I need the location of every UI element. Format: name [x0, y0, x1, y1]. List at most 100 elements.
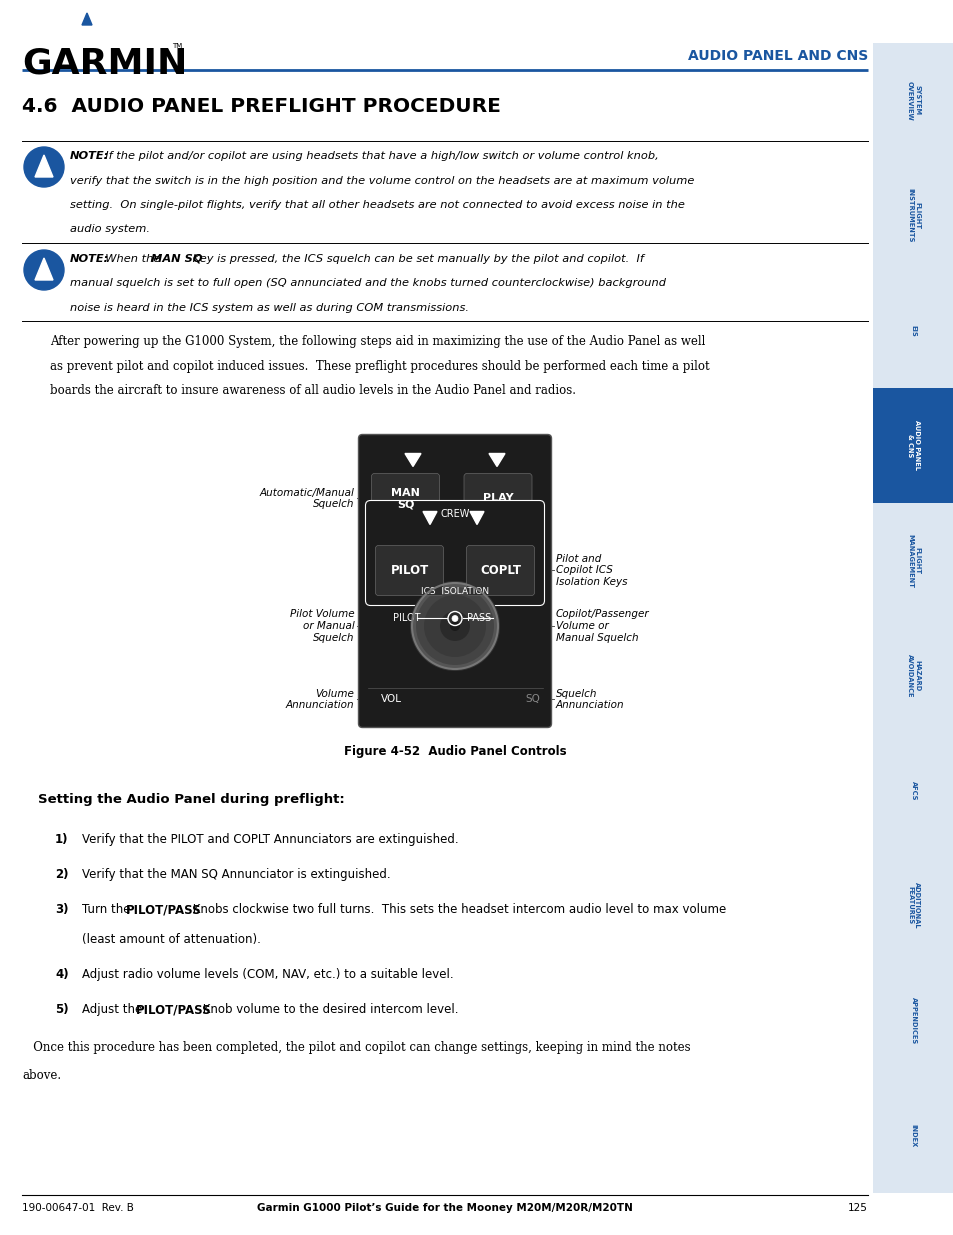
Text: PILOT/PASS: PILOT/PASS: [135, 1004, 212, 1016]
Text: Knobs clockwise two full turns.  This sets the headset intercom audio level to m: Knobs clockwise two full turns. This set…: [189, 904, 725, 916]
FancyBboxPatch shape: [872, 43, 953, 158]
Text: Figure 4-52  Audio Panel Controls: Figure 4-52 Audio Panel Controls: [343, 746, 566, 758]
Text: When the: When the: [98, 254, 164, 264]
Text: Turn the: Turn the: [82, 904, 134, 916]
FancyBboxPatch shape: [872, 273, 953, 388]
Circle shape: [24, 147, 64, 186]
Text: NOTE:: NOTE:: [70, 151, 109, 161]
Circle shape: [450, 621, 459, 631]
Polygon shape: [470, 511, 483, 525]
Text: PILOT/PASS: PILOT/PASS: [126, 904, 201, 916]
Text: Verify that the PILOT and COPLT Annunciators are extinguished.: Verify that the PILOT and COPLT Annuncia…: [82, 834, 458, 846]
FancyBboxPatch shape: [371, 473, 439, 524]
FancyBboxPatch shape: [872, 503, 953, 618]
Text: Adjust the: Adjust the: [82, 1004, 146, 1016]
Text: Setting the Audio Panel during preflight:: Setting the Audio Panel during preflight…: [38, 794, 344, 806]
Text: !: !: [41, 167, 47, 177]
Text: Once this procedure has been completed, the pilot and copilot can change setting: Once this procedure has been completed, …: [22, 1041, 690, 1055]
Text: AUDIO PANEL
& CNS: AUDIO PANEL & CNS: [906, 420, 919, 471]
Text: EIS: EIS: [909, 325, 916, 336]
Circle shape: [423, 595, 485, 657]
Text: Automatic/Manual
Squelch: Automatic/Manual Squelch: [259, 488, 355, 509]
Text: AUDIO PANEL AND CNS: AUDIO PANEL AND CNS: [687, 49, 867, 63]
Text: 5): 5): [55, 1004, 69, 1016]
Text: Squelch
Annunciation: Squelch Annunciation: [555, 689, 623, 710]
Text: Pilot and
Copilot ICS
Isolation Keys: Pilot and Copilot ICS Isolation Keys: [555, 555, 626, 587]
Text: Pilot Volume
or Manual
Squelch: Pilot Volume or Manual Squelch: [290, 609, 355, 642]
FancyBboxPatch shape: [463, 473, 532, 524]
Text: PASS: PASS: [467, 614, 491, 624]
Text: APPENDICES: APPENDICES: [909, 997, 916, 1044]
Text: PLAY: PLAY: [482, 494, 513, 504]
Text: verify that the switch is in the high position and the volume control on the hea: verify that the switch is in the high po…: [70, 175, 694, 185]
Text: After powering up the G1000 System, the following steps aid in maximizing the us: After powering up the G1000 System, the …: [50, 336, 704, 348]
FancyBboxPatch shape: [365, 500, 544, 605]
Text: INDEX: INDEX: [909, 1124, 916, 1147]
Text: !: !: [41, 270, 47, 280]
Circle shape: [439, 611, 470, 641]
Text: VOL: VOL: [380, 694, 401, 704]
Text: HAZARD
AVOIDANCE: HAZARD AVOIDANCE: [906, 653, 919, 698]
Text: 4): 4): [55, 968, 69, 982]
Text: Verify that the MAN SQ Annunciator is extinguished.: Verify that the MAN SQ Annunciator is ex…: [82, 868, 390, 882]
Text: setting.  On single-pilot flights, verify that all other headsets are not connec: setting. On single-pilot flights, verify…: [70, 200, 684, 210]
Text: as prevent pilot and copilot induced issues.  These preflight procedures should : as prevent pilot and copilot induced iss…: [50, 359, 709, 373]
FancyBboxPatch shape: [358, 435, 551, 727]
Text: CREW: CREW: [440, 510, 469, 520]
Text: noise is heard in the ICS system as well as during COM transmissions.: noise is heard in the ICS system as well…: [70, 303, 469, 312]
Text: Adjust radio volume levels (COM, NAV, etc.) to a suitable level.: Adjust radio volume levels (COM, NAV, et…: [82, 968, 453, 982]
Text: Knob volume to the desired intercom level.: Knob volume to the desired intercom leve…: [198, 1004, 458, 1016]
Text: Copilot/Passenger
Volume or
Manual Squelch: Copilot/Passenger Volume or Manual Squel…: [555, 609, 648, 642]
Polygon shape: [35, 258, 53, 280]
Text: SYSTEM
OVERVIEW: SYSTEM OVERVIEW: [906, 80, 919, 120]
Text: audio system.: audio system.: [70, 225, 150, 235]
Text: manual squelch is set to full open (SQ annunciated and the knobs turned counterc: manual squelch is set to full open (SQ a…: [70, 279, 665, 289]
Text: above.: above.: [22, 1070, 61, 1083]
FancyBboxPatch shape: [872, 1078, 953, 1193]
Circle shape: [24, 249, 64, 290]
Polygon shape: [35, 156, 53, 177]
FancyBboxPatch shape: [872, 388, 953, 503]
Circle shape: [412, 583, 497, 669]
Text: Volume
Annunciation: Volume Annunciation: [286, 689, 355, 710]
FancyBboxPatch shape: [872, 963, 953, 1078]
Text: ICS  ISOLATION: ICS ISOLATION: [420, 588, 489, 597]
Text: 2): 2): [55, 868, 69, 882]
Text: 3): 3): [55, 904, 69, 916]
FancyBboxPatch shape: [872, 618, 953, 734]
Text: If the pilot and/or copilot are using headsets that have a high/low switch or vo: If the pilot and/or copilot are using he…: [98, 151, 659, 161]
Text: PILOT: PILOT: [390, 564, 428, 577]
Text: TM: TM: [172, 43, 182, 49]
FancyBboxPatch shape: [375, 546, 443, 595]
Text: 1): 1): [55, 834, 69, 846]
Polygon shape: [422, 511, 436, 525]
Text: MAN SQ: MAN SQ: [152, 254, 203, 264]
Text: GARMIN: GARMIN: [22, 47, 187, 82]
Polygon shape: [489, 453, 504, 467]
Text: MAN
SQ: MAN SQ: [391, 488, 419, 509]
Polygon shape: [82, 14, 91, 25]
Text: SQ: SQ: [525, 694, 539, 704]
Text: boards the aircraft to insure awareness of all audio levels in the Audio Panel a: boards the aircraft to insure awareness …: [50, 384, 576, 398]
Text: Garmin G1000 Pilot’s Guide for the Mooney M20M/M20R/M20TN: Garmin G1000 Pilot’s Guide for the Moone…: [256, 1203, 632, 1213]
Text: NOTE:: NOTE:: [70, 254, 109, 264]
Polygon shape: [405, 453, 420, 467]
Text: (least amount of attenuation).: (least amount of attenuation).: [82, 934, 260, 946]
Text: 125: 125: [847, 1203, 867, 1213]
Text: COPLT: COPLT: [479, 564, 520, 577]
FancyBboxPatch shape: [872, 158, 953, 273]
Text: 190-00647-01  Rev. B: 190-00647-01 Rev. B: [22, 1203, 133, 1213]
Circle shape: [452, 615, 457, 621]
FancyBboxPatch shape: [466, 546, 534, 595]
FancyBboxPatch shape: [872, 848, 953, 963]
Text: Key is pressed, the ICS squelch can be set manually by the pilot and copilot.  I: Key is pressed, the ICS squelch can be s…: [189, 254, 642, 264]
Circle shape: [416, 587, 494, 664]
Text: 4.6  AUDIO PANEL PREFLIGHT PROCEDURE: 4.6 AUDIO PANEL PREFLIGHT PROCEDURE: [22, 98, 500, 116]
Text: AFCS: AFCS: [909, 781, 916, 800]
FancyBboxPatch shape: [872, 734, 953, 848]
Text: ADDITIONAL
FEATURES: ADDITIONAL FEATURES: [906, 882, 919, 929]
Text: FLIGHT
INSTRUMENTS: FLIGHT INSTRUMENTS: [906, 188, 919, 243]
Text: PILOT: PILOT: [393, 614, 420, 624]
Circle shape: [410, 580, 499, 671]
Text: FLIGHT
MANAGEMENT: FLIGHT MANAGEMENT: [906, 534, 919, 588]
